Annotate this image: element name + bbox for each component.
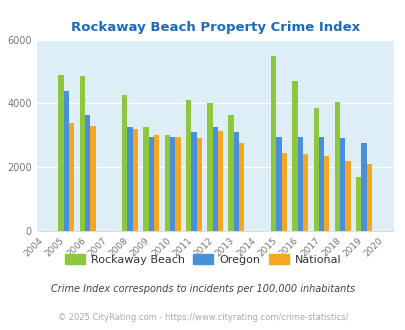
Bar xyxy=(90,126,95,231)
Bar xyxy=(148,137,153,231)
Bar xyxy=(58,75,64,231)
Bar xyxy=(79,76,85,231)
Bar xyxy=(170,137,175,231)
Bar xyxy=(297,137,302,231)
Bar xyxy=(366,164,371,231)
Bar xyxy=(323,156,329,231)
Bar xyxy=(276,137,281,231)
Bar xyxy=(217,130,223,231)
Bar xyxy=(175,137,180,231)
Bar xyxy=(233,132,239,231)
Bar xyxy=(207,103,212,231)
Text: Crime Index corresponds to incidents per 100,000 inhabitants: Crime Index corresponds to incidents per… xyxy=(51,284,354,294)
Bar xyxy=(122,95,127,231)
Bar xyxy=(302,154,307,231)
Bar xyxy=(127,127,132,231)
Bar xyxy=(132,129,138,231)
Bar xyxy=(292,81,297,231)
Text: © 2025 CityRating.com - https://www.cityrating.com/crime-statistics/: © 2025 CityRating.com - https://www.city… xyxy=(58,313,347,322)
Bar xyxy=(239,143,244,231)
Bar xyxy=(85,115,90,231)
Bar xyxy=(212,127,217,231)
Bar xyxy=(318,137,323,231)
Bar xyxy=(360,143,366,231)
Bar xyxy=(334,102,339,231)
Bar xyxy=(191,132,196,231)
Bar xyxy=(185,100,191,231)
Bar xyxy=(313,108,318,231)
Bar xyxy=(228,115,233,231)
Bar xyxy=(345,161,350,231)
Title: Rockaway Beach Property Crime Index: Rockaway Beach Property Crime Index xyxy=(70,21,359,34)
Bar xyxy=(153,135,159,231)
Legend: Rockaway Beach, Oregon, National: Rockaway Beach, Oregon, National xyxy=(60,250,345,269)
Bar xyxy=(355,177,360,231)
Bar xyxy=(69,122,74,231)
Bar xyxy=(196,139,201,231)
Bar xyxy=(143,127,148,231)
Bar xyxy=(64,91,69,231)
Bar xyxy=(270,55,276,231)
Bar xyxy=(339,139,345,231)
Bar xyxy=(281,153,286,231)
Bar xyxy=(164,135,170,231)
